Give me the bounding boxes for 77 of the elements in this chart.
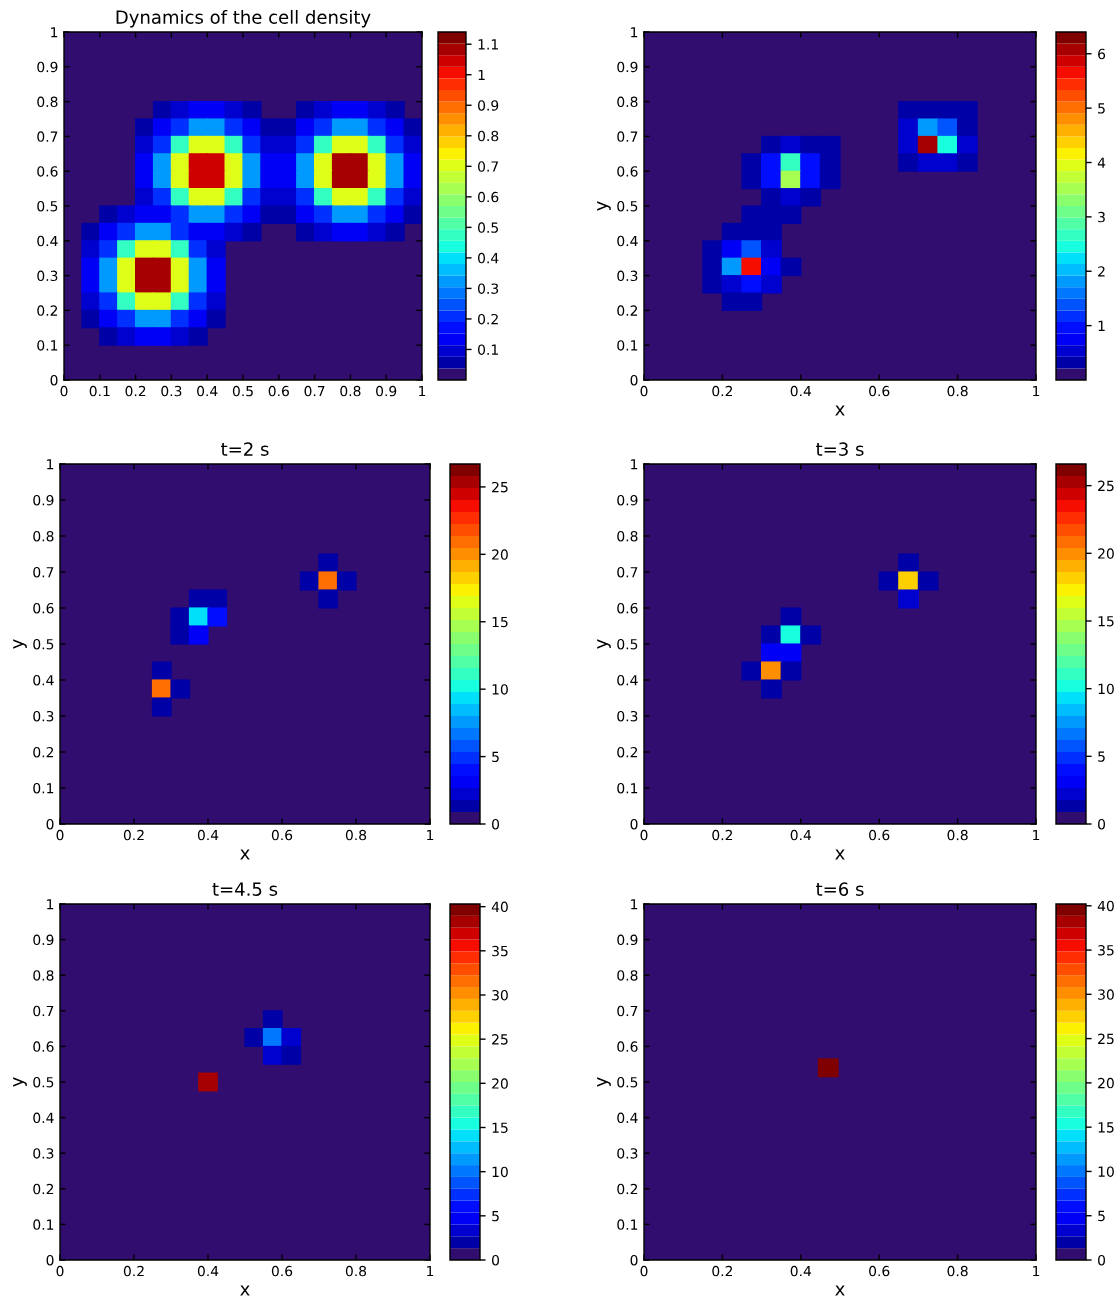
point	[917, 153, 939, 172]
chart-title: t=6 s	[816, 882, 864, 896]
point	[957, 118, 978, 137]
x-axis-title: x	[835, 849, 845, 860]
chart-title: Dynamics of the cell density	[116, 9, 371, 28]
point	[761, 661, 782, 681]
point	[170, 625, 191, 645]
point	[207, 589, 228, 609]
point	[170, 607, 191, 627]
point	[800, 625, 821, 645]
x-axis-title: x	[835, 1285, 845, 1296]
point	[741, 292, 763, 311]
point	[198, 1072, 218, 1092]
point	[800, 188, 821, 207]
x-axis-title: x	[240, 1285, 250, 1296]
x-axis-title: x	[240, 849, 250, 860]
point	[898, 153, 919, 172]
point	[170, 679, 191, 699]
point	[917, 571, 939, 591]
point	[898, 589, 919, 609]
point	[761, 275, 782, 294]
point	[151, 697, 172, 717]
point	[262, 1045, 283, 1065]
y-axis-title: y	[597, 201, 611, 211]
point	[741, 170, 763, 190]
point	[299, 571, 320, 591]
point	[819, 153, 841, 172]
point	[819, 135, 841, 155]
point	[336, 571, 357, 591]
point	[898, 118, 919, 137]
point	[898, 571, 919, 591]
point	[957, 135, 978, 155]
point	[878, 571, 900, 591]
point	[741, 240, 763, 259]
point	[741, 205, 763, 224]
chart-title: t=3 s	[816, 442, 864, 456]
point	[819, 170, 841, 190]
point	[780, 643, 802, 663]
point	[761, 625, 782, 645]
point	[761, 205, 782, 224]
point	[761, 679, 782, 699]
point	[318, 571, 339, 591]
point	[741, 661, 763, 681]
y-axis-title: y	[597, 1077, 611, 1087]
point	[780, 257, 802, 277]
point	[780, 607, 802, 627]
point	[281, 1028, 302, 1047]
chart-title: t=4.5 s	[212, 882, 278, 896]
point	[281, 1045, 302, 1065]
y-axis-title: y	[13, 1077, 27, 1087]
y-axis-title: y	[13, 639, 27, 649]
point	[318, 589, 339, 609]
point	[937, 153, 959, 172]
point	[721, 292, 743, 311]
point	[244, 1028, 265, 1047]
point	[957, 101, 978, 120]
x-axis-title: x	[835, 405, 845, 416]
point	[761, 153, 782, 172]
y-axis-title: y	[597, 639, 611, 649]
point	[957, 153, 978, 172]
point	[741, 153, 763, 172]
point	[800, 153, 821, 172]
point	[780, 661, 802, 681]
point	[937, 118, 959, 137]
point	[702, 275, 723, 294]
point	[761, 643, 782, 663]
chart-title: t=2 s	[221, 442, 269, 456]
point	[761, 240, 782, 259]
point	[702, 240, 723, 259]
point	[207, 607, 228, 627]
point	[151, 661, 172, 681]
point	[780, 205, 802, 224]
point	[262, 1010, 283, 1030]
point	[898, 553, 919, 573]
point	[318, 553, 339, 573]
point	[761, 222, 782, 242]
point	[188, 625, 209, 645]
